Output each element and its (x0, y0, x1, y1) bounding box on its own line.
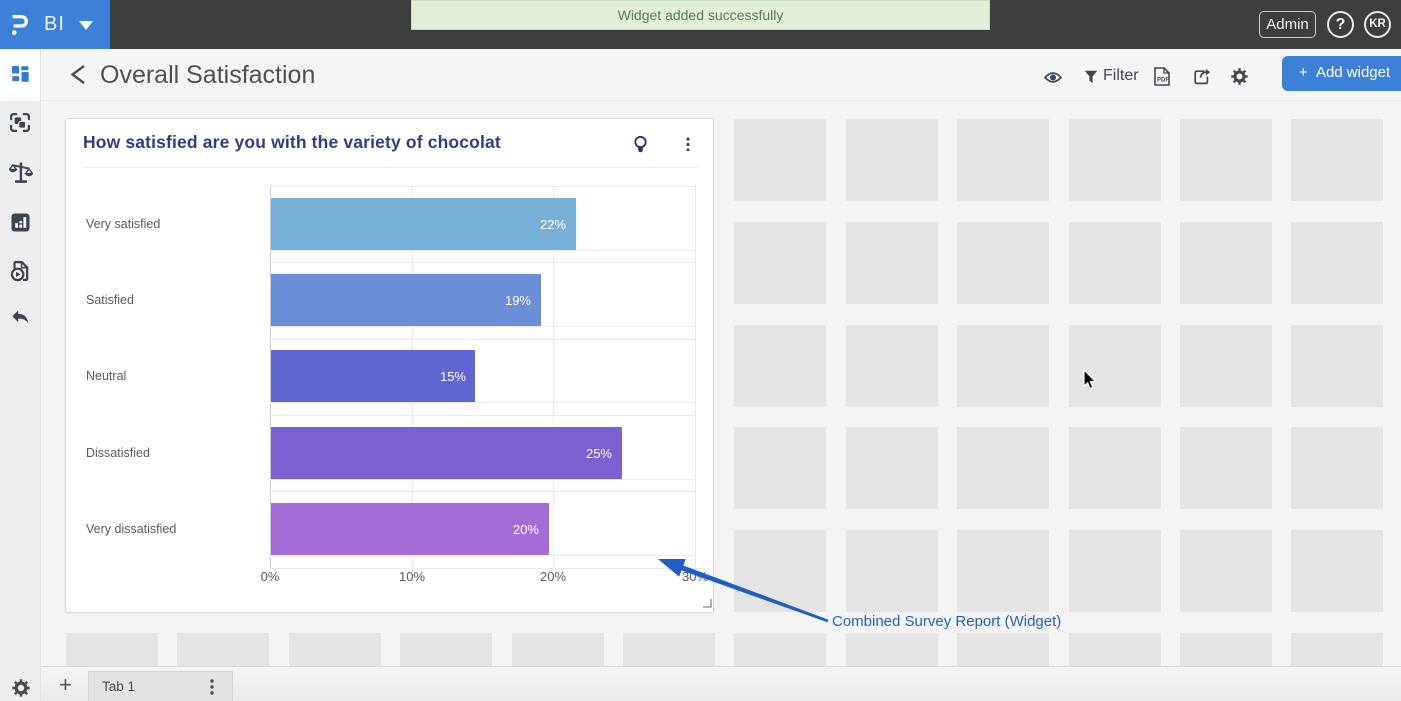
svg-text:PDF: PDF (1157, 78, 1169, 84)
